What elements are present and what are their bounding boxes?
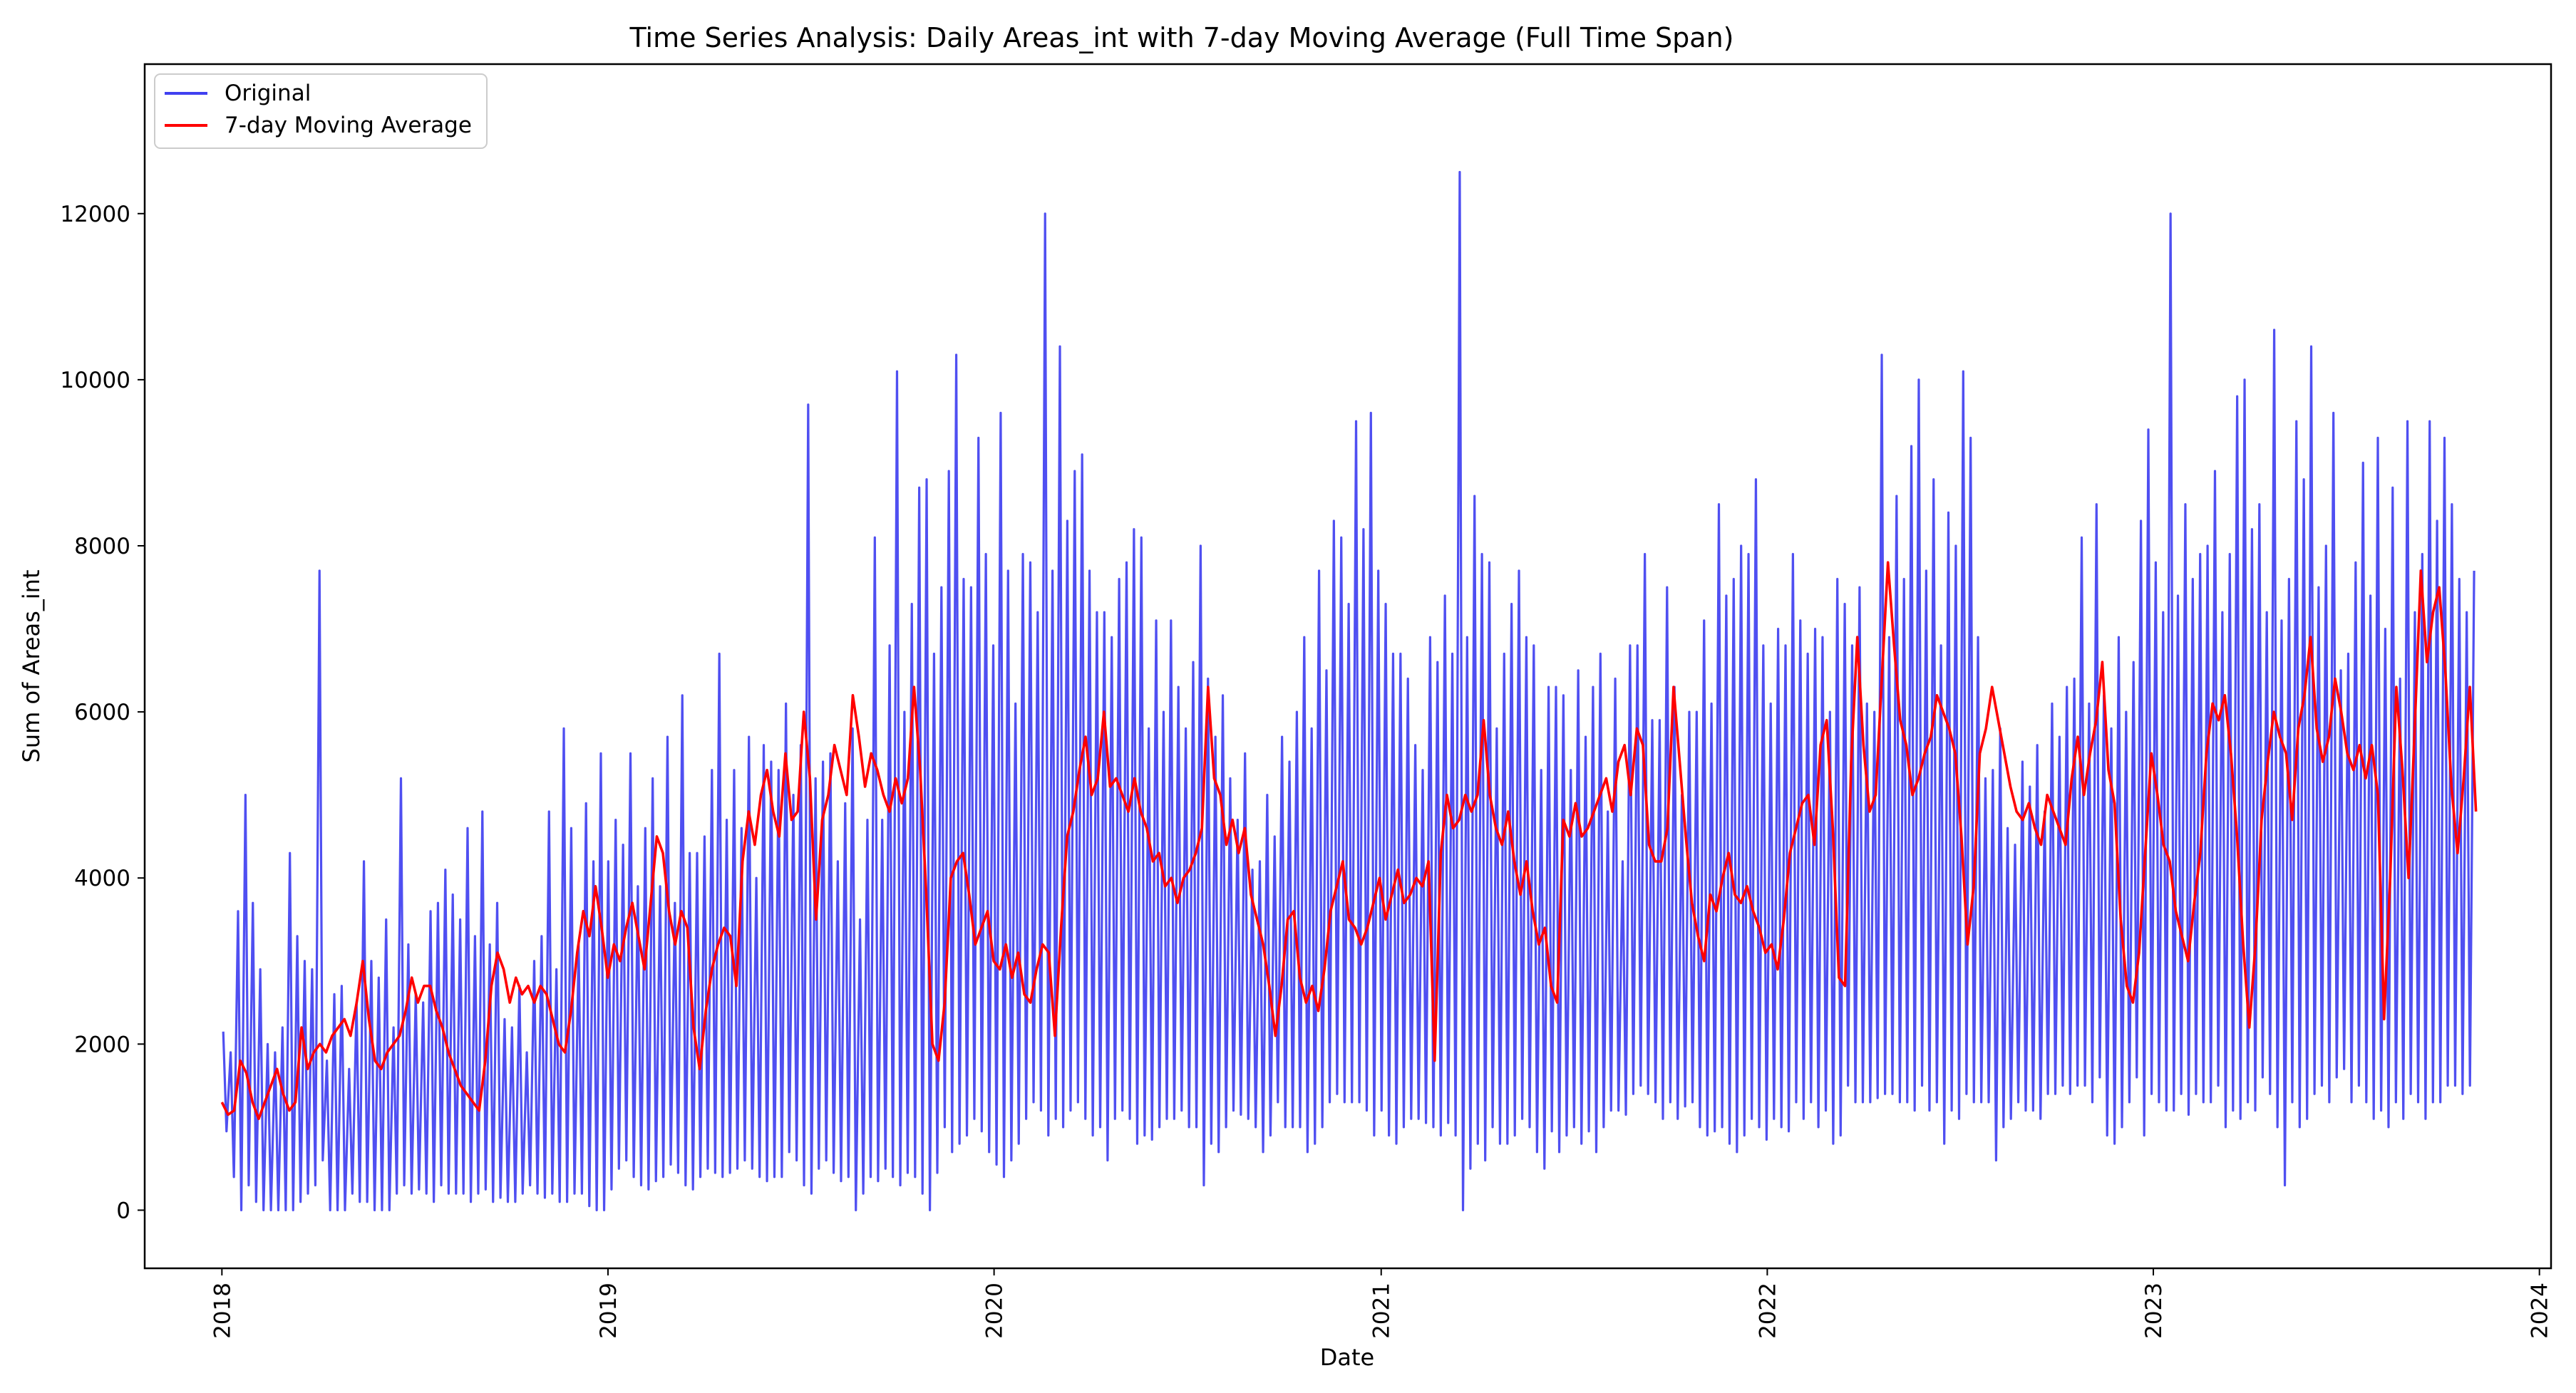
x-tick-label: 2023 bbox=[2141, 1283, 2167, 1339]
x-tick-label: 2020 bbox=[982, 1283, 1008, 1339]
y-tick-label: 12000 bbox=[60, 202, 130, 227]
y-axis-label: Sum of Areas_int bbox=[18, 570, 45, 763]
y-tick-label: 6000 bbox=[74, 700, 130, 725]
x-tick-label: 2024 bbox=[2528, 1283, 2553, 1339]
y-tick-label: 8000 bbox=[74, 534, 130, 559]
x-tick-label: 2022 bbox=[1755, 1283, 1781, 1339]
legend: Original 7-day Moving Average bbox=[154, 73, 488, 149]
legend-label-moving-average: 7-day Moving Average bbox=[225, 113, 472, 138]
x-axis-label: Date bbox=[1320, 1344, 1374, 1371]
y-tick-label: 10000 bbox=[60, 368, 130, 393]
series-layer bbox=[220, 170, 2478, 1212]
x-tick-label: 2019 bbox=[596, 1283, 622, 1339]
series-moving-average-line bbox=[220, 561, 2478, 1121]
series-original-line bbox=[222, 170, 2475, 1212]
y-tick-label: 4000 bbox=[74, 866, 130, 891]
legend-box bbox=[154, 73, 488, 149]
plot-area-frame bbox=[143, 63, 2552, 1270]
chart-title: Time Series Analysis: Daily Areas_int wi… bbox=[629, 22, 1733, 53]
x-tick-label: 2021 bbox=[1369, 1283, 1395, 1339]
y-tick-label: 0 bbox=[116, 1198, 130, 1223]
x-tick-label: 2018 bbox=[210, 1283, 235, 1339]
y-tick-label: 2000 bbox=[74, 1032, 130, 1057]
y-axis: 0 2000 4000 6000 8000 10000 12000 bbox=[60, 202, 145, 1223]
x-axis: 2018 2019 2020 2021 2022 2023 2024 bbox=[210, 1268, 2553, 1339]
legend-label-original: Original bbox=[225, 81, 311, 106]
